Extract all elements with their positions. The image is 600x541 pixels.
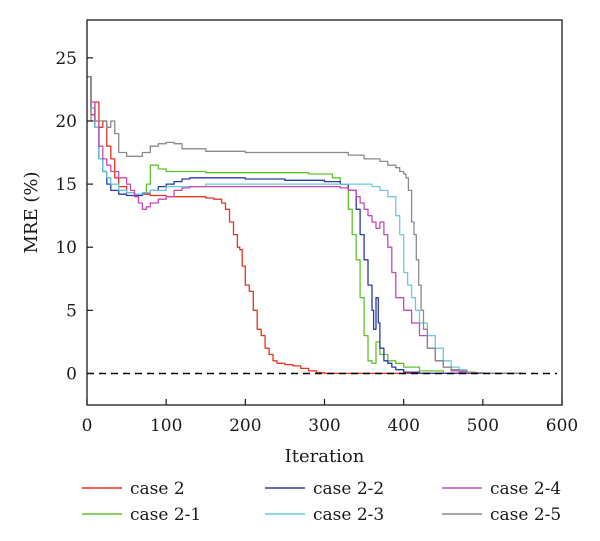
legend-label-4: case 2-4 [490,479,561,499]
legend: case 2 case 2-1 case 2-2 case 2-3 case 2-4 ca… [82,479,561,525]
x-axis-ticks: 0 100 200 300 400 500 600 [82,399,578,436]
y-tick-label-2: 10 [55,238,77,258]
series-line-4 [87,76,523,375]
series-lines [87,76,523,375]
legend-item-0: case 2 [82,479,185,499]
legend-item-3: case 2-3 [265,505,384,525]
series-line-2 [87,76,523,375]
y-tick-label-1: 5 [66,301,77,321]
legend-label-5: case 2-5 [490,505,561,525]
x-tick-label-6: 600 [546,416,578,436]
x-tick-label-2: 200 [229,416,261,436]
series-line-1 [87,76,523,375]
x-tick-label-0: 0 [82,416,93,436]
x-tick-label-1: 100 [150,416,182,436]
y-axis-ticks: 0 5 10 15 20 25 [55,49,93,384]
x-axis-label: Iteration [285,446,365,467]
x-tick-label-3: 300 [308,416,340,436]
y-tick-label-5: 25 [55,49,77,69]
x-tick-label-4: 400 [387,416,419,436]
legend-label-1: case 2-1 [130,505,201,525]
legend-item-5: case 2-5 [442,505,561,525]
y-tick-label-4: 20 [55,112,77,132]
y-axis-label: MRE (%) [21,172,42,254]
series-line-5 [87,76,523,375]
series-line-3 [87,76,523,375]
y-tick-label-3: 15 [55,175,77,195]
plot-frame [86,19,563,406]
legend-item-1: case 2-1 [82,505,201,525]
x-tick-label-5: 500 [467,416,499,436]
legend-item-4: case 2-4 [442,479,561,499]
series-line-0 [87,76,523,375]
y-tick-label-0: 0 [66,364,77,384]
legend-label-0: case 2 [130,479,185,499]
legend-label-2: case 2-2 [313,479,384,499]
legend-item-2: case 2-2 [265,479,384,499]
legend-label-3: case 2-3 [313,505,384,525]
